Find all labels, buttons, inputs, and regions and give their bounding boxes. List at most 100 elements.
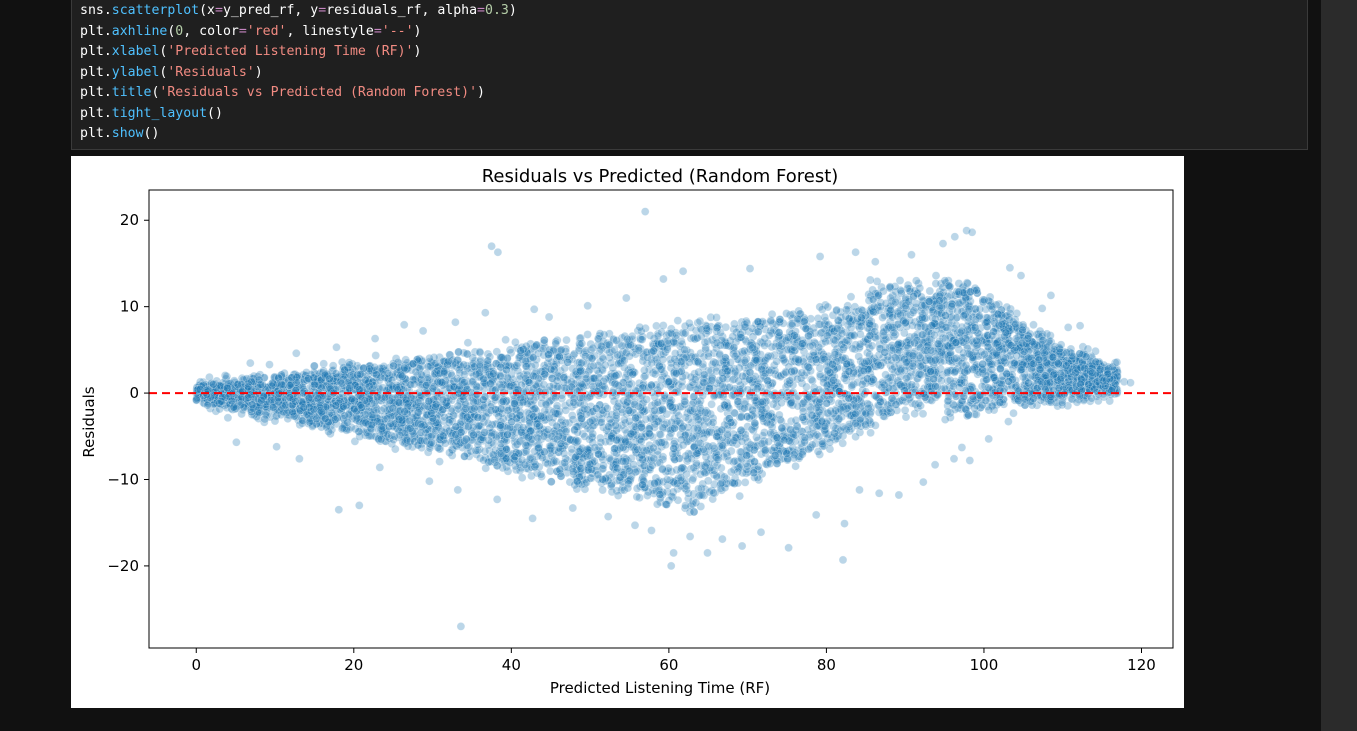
- scatter-point: [1005, 327, 1014, 336]
- scatter-point: [749, 462, 759, 471]
- scatter-point: [598, 408, 608, 418]
- scatter-point: [290, 369, 300, 379]
- code-editor[interactable]: sns.scatterplot(x=y_pred_rf, y=residuals…: [80, 1, 517, 145]
- scatter-point: [1103, 362, 1113, 372]
- scatter-point: [682, 456, 692, 466]
- scatter-point: [415, 415, 425, 425]
- scatter-point: [536, 470, 546, 479]
- scatter-point: [1011, 381, 1021, 390]
- scatter-point: [479, 375, 489, 385]
- scatter-point: [1031, 366, 1040, 376]
- scatter-point: [856, 317, 865, 327]
- scatter-point: [586, 351, 595, 361]
- scatter-point: [1065, 378, 1075, 388]
- scatter-point: [428, 430, 438, 440]
- scatter-point: [708, 418, 718, 427]
- scatter-point: [433, 409, 442, 418]
- scatter-point: [1032, 348, 1042, 358]
- code-line: plt.title('Residuals vs Predicted (Rando…: [80, 83, 517, 104]
- scatter-point: [315, 373, 324, 383]
- scatter-point: [918, 364, 927, 374]
- scatter-point: [1023, 384, 1033, 394]
- scatter-point: [740, 478, 750, 487]
- scatter-point: [409, 402, 419, 412]
- scatter-point: [767, 342, 777, 352]
- scatter-point: [937, 297, 946, 306]
- scatter-point: [501, 335, 510, 345]
- scatter-point: [926, 342, 936, 352]
- scatter-point: [1097, 376, 1106, 386]
- scatter-point: [849, 379, 858, 389]
- code-token: xlabel: [111, 44, 160, 59]
- code-token: ylabel: [111, 64, 160, 80]
- scatter-point: [738, 427, 748, 437]
- scatter-point: [654, 343, 664, 352]
- scatter-point: [622, 409, 632, 419]
- scatter-point: [814, 320, 824, 329]
- scatter-point: [300, 401, 310, 410]
- scatter-point: [569, 456, 579, 466]
- scatter-point: [494, 359, 504, 368]
- scatter-point: [609, 372, 619, 381]
- code-line: plt.axhline(0, color='red', linestyle='-…: [80, 22, 517, 43]
- scatter-point: [549, 437, 558, 447]
- scatter-point: [1086, 360, 1096, 369]
- scatter-point: [821, 373, 831, 382]
- code-token: '--': [381, 23, 414, 39]
- scrollbar-track[interactable]: [1321, 0, 1357, 731]
- scatter-point: [433, 421, 443, 430]
- scatter-point: [934, 296, 943, 306]
- scatter-point: [827, 373, 837, 382]
- scatter-point: [695, 316, 705, 326]
- scatter-point: [910, 317, 920, 327]
- scatter-point: [536, 426, 546, 435]
- scatter-point: [1031, 373, 1041, 382]
- scatter-point: [1050, 374, 1060, 384]
- scatter-point: [292, 401, 301, 410]
- scatter-point: [1087, 353, 1097, 362]
- scatter-point: [1092, 392, 1101, 401]
- code-cell[interactable]: sns.scatterplot(x=y_pred_rf, y=residuals…: [71, 0, 1308, 150]
- scatter-point: [365, 407, 374, 416]
- scatter-point: [1091, 346, 1100, 356]
- code-token: residuals_rf, alpha: [326, 3, 478, 18]
- scatter-point: [1039, 377, 1049, 387]
- scatter-point: [1041, 342, 1050, 351]
- scatter-point: [622, 439, 631, 449]
- scatter-point: [793, 335, 802, 345]
- scatter-point: [771, 370, 780, 379]
- scatter-point: [823, 302, 833, 312]
- scatter-point: [330, 383, 340, 393]
- scatter-point: [401, 355, 411, 365]
- code-token: =: [477, 3, 485, 18]
- code-token: (: [151, 85, 160, 100]
- scatter-point: [794, 453, 804, 463]
- scatter-point: [757, 366, 767, 375]
- scatter-point: [337, 408, 346, 418]
- scatter-point: [512, 404, 521, 414]
- scatter-point: [965, 382, 974, 391]
- scatter-point: [364, 382, 373, 391]
- scatter-point: [1011, 342, 1020, 351]
- scatter-point: [1015, 339, 1025, 349]
- scatter-point: [1056, 354, 1066, 363]
- scatter-point: [658, 342, 667, 351]
- plot-title: Residuals vs Predicted (Random Forest): [482, 166, 839, 187]
- scatter-point: [442, 400, 452, 409]
- code-token: 'Residuals': [167, 64, 255, 80]
- scatter-point: [475, 348, 485, 357]
- code-token: 'Predicted Listening Time (RF)': [167, 44, 414, 59]
- scatter-point: [469, 371, 479, 381]
- scatter-point: [486, 453, 495, 462]
- code-token: 0: [175, 23, 184, 39]
- scatter-point: [959, 362, 968, 371]
- scatter-point: [884, 401, 894, 410]
- scatter-point: [464, 422, 474, 431]
- scatter-point: [1085, 364, 1095, 373]
- scatter-point: [750, 421, 760, 430]
- scatter-point: [527, 471, 536, 481]
- scatter-point: [462, 377, 472, 386]
- code-token: (): [143, 126, 160, 141]
- scatter-point: [735, 491, 745, 501]
- scatter-point: [596, 446, 606, 456]
